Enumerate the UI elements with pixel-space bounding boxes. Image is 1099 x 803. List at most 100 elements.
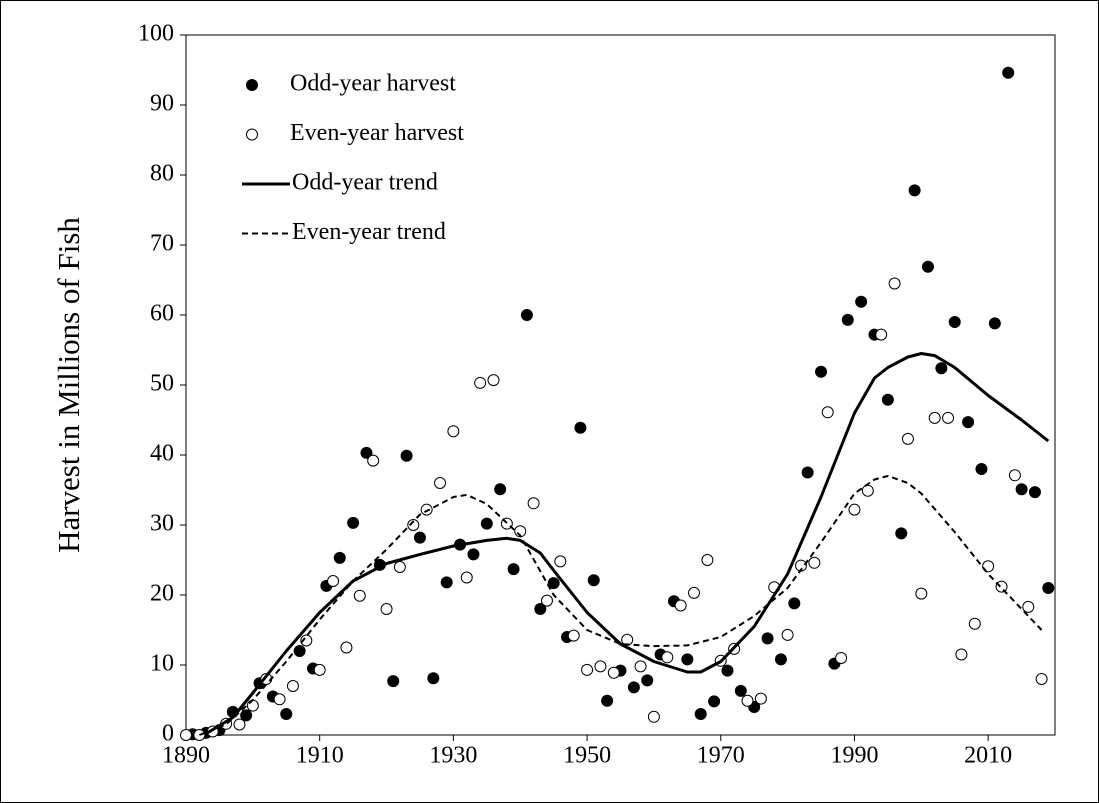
data-point — [942, 411, 955, 424]
data-point — [647, 710, 660, 723]
data-point — [1002, 66, 1015, 79]
data-point — [908, 184, 921, 197]
y-tick-label: 30 — [150, 511, 174, 537]
legend-label: Even-year trend — [292, 219, 446, 245]
data-point — [467, 548, 480, 561]
y-axis-label: Harvest in Millions of Fish — [51, 217, 86, 553]
data-point — [1035, 673, 1048, 685]
data-point — [300, 634, 313, 647]
data-point — [801, 466, 814, 479]
data-point — [674, 599, 687, 612]
data-point — [855, 295, 868, 308]
data-point — [948, 316, 961, 328]
data-point — [273, 693, 286, 706]
data-point — [721, 664, 734, 677]
data-point — [688, 586, 701, 599]
data-point — [754, 692, 767, 705]
data-point — [347, 516, 360, 529]
data-point — [340, 641, 353, 654]
data-point — [480, 517, 493, 530]
data-point — [881, 393, 894, 406]
data-point — [641, 674, 654, 687]
data-point — [708, 695, 721, 708]
x-tick-label: 1990 — [830, 743, 878, 769]
data-point — [387, 675, 400, 688]
x-tick-label: 1930 — [429, 743, 477, 769]
data-point — [240, 709, 253, 722]
data-point — [915, 587, 928, 600]
data-point — [333, 551, 346, 564]
data-point — [380, 603, 393, 615]
data-point — [440, 576, 453, 589]
data-point — [895, 527, 908, 540]
data-point — [547, 577, 560, 590]
data-point — [527, 497, 540, 510]
data-point — [835, 652, 848, 664]
data-point — [875, 328, 888, 341]
trend-line — [199, 475, 1043, 736]
data-point — [788, 597, 801, 610]
y-tick-label: 70 — [150, 231, 174, 257]
data-point — [607, 666, 620, 679]
y-tick-label: 60 — [150, 301, 174, 327]
data-point — [313, 663, 326, 676]
data-point — [233, 718, 246, 731]
data-point — [420, 503, 433, 516]
y-tick-label: 40 — [150, 441, 174, 467]
data-point — [888, 277, 901, 290]
data-point — [921, 260, 934, 273]
data-point — [734, 684, 747, 697]
legend-marker — [246, 79, 258, 91]
data-point — [520, 309, 533, 321]
data-point — [848, 503, 861, 516]
x-tick-label: 1970 — [697, 743, 745, 769]
y-tick-label: 50 — [150, 371, 174, 397]
data-point — [400, 449, 413, 462]
data-point — [1042, 582, 1055, 594]
legend-marker — [246, 128, 258, 141]
data-point — [968, 617, 981, 630]
data-point — [581, 663, 594, 676]
data-point — [367, 454, 380, 467]
y-tick-label: 20 — [150, 581, 174, 607]
data-point — [507, 563, 520, 576]
x-tick-label: 1950 — [563, 743, 611, 769]
data-point — [681, 653, 694, 666]
data-point — [1015, 483, 1028, 496]
y-tick-label: 80 — [150, 161, 174, 187]
data-point — [180, 729, 192, 741]
y-tick-label: 90 — [150, 91, 174, 117]
data-point — [587, 574, 600, 587]
data-point — [935, 362, 948, 375]
data-point — [413, 531, 426, 544]
data-point — [427, 672, 440, 685]
data-point — [594, 660, 607, 673]
data-point — [928, 411, 941, 424]
y-tick-label: 10 — [150, 651, 174, 677]
data-point — [447, 425, 460, 438]
data-point — [1028, 486, 1041, 499]
data-point — [975, 463, 988, 475]
data-point — [434, 477, 447, 489]
trend-line — [205, 352, 1050, 735]
y-tick-label: 100 — [138, 21, 174, 47]
data-point — [761, 632, 774, 645]
data-point — [808, 556, 821, 569]
data-point — [280, 708, 293, 720]
data-point — [861, 484, 874, 497]
data-point — [567, 629, 580, 642]
data-point — [353, 589, 366, 602]
data-point — [193, 729, 206, 741]
data-point — [841, 313, 854, 326]
data-point — [286, 680, 299, 692]
data-point — [246, 699, 259, 712]
data-point — [360, 446, 373, 459]
data-point — [741, 694, 754, 707]
data-point — [962, 416, 975, 429]
data-point — [327, 575, 340, 587]
data-point — [1008, 469, 1021, 482]
data-point — [955, 648, 968, 661]
data-point — [494, 483, 507, 496]
data-point — [634, 660, 647, 673]
